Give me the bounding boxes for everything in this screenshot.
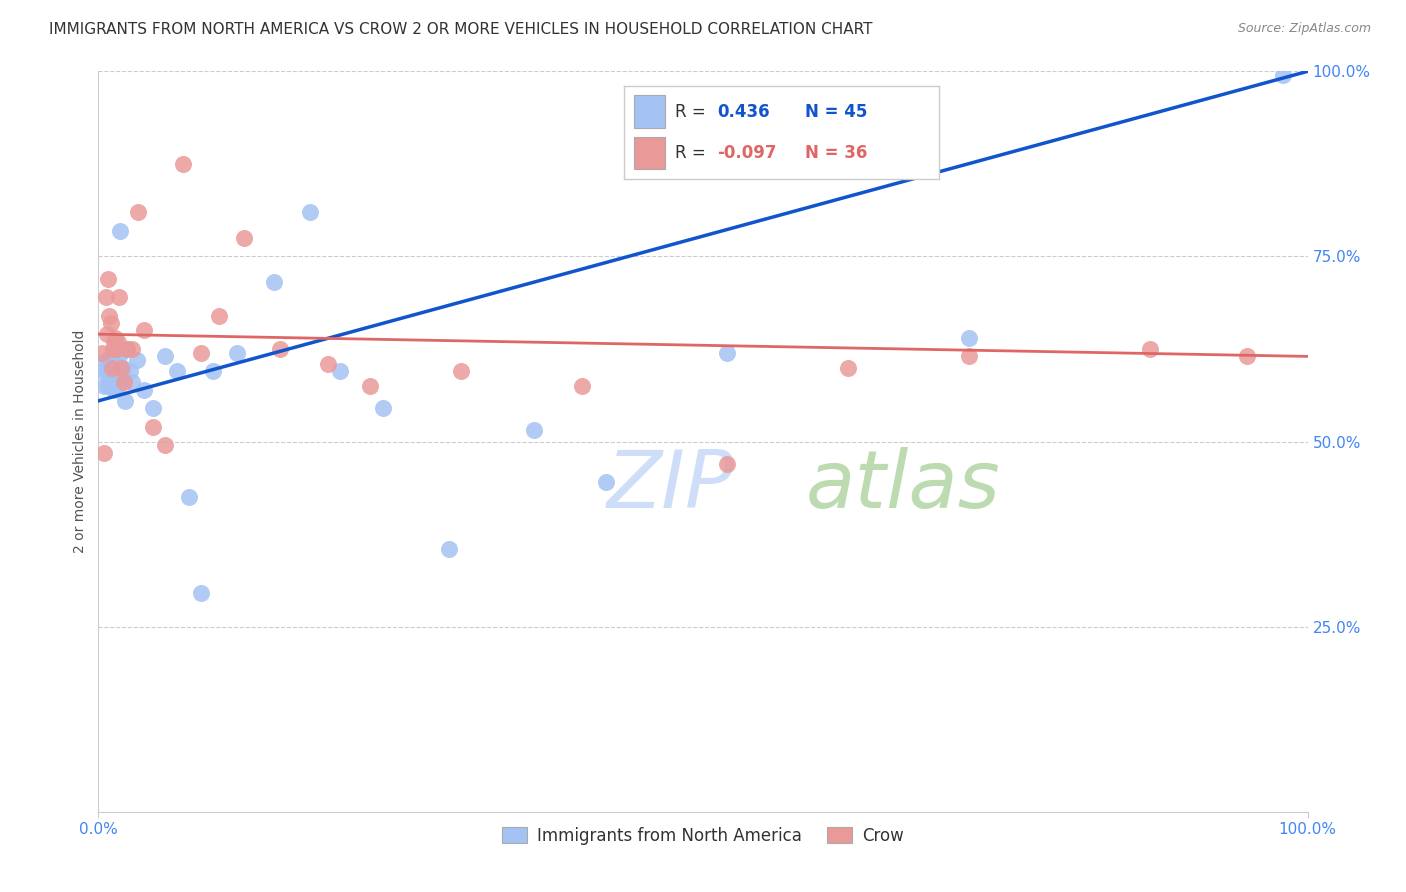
Point [105,342,128,356]
Point [172,157,194,171]
Text: IMMIGRANTS FROM NORTH AMERICA VS CROW 2 OR MORE VEHICLES IN HOUSEHOLD CORRELATIO: IMMIGRANTS FROM NORTH AMERICA VS CROW 2 … [49,22,873,37]
Point [98,309,121,323]
Point [97,357,120,371]
Point [114,393,136,408]
Point [371,401,394,416]
Point [103,383,125,397]
Point [957,350,980,364]
Point [360,379,382,393]
Point [100,371,122,385]
Point [716,345,738,359]
Point [595,475,617,490]
Point [571,379,593,393]
Point [111,360,134,375]
Point [299,205,322,219]
Point [166,364,188,378]
Point [96,364,118,378]
Point [523,424,546,438]
Point [117,342,139,356]
Point [179,490,201,504]
Point [103,360,125,375]
Point [263,276,285,290]
Point [104,364,127,378]
Point [101,364,124,378]
Point [226,345,249,359]
Point [108,350,131,364]
Point [716,457,738,471]
Point [118,364,141,378]
Point [112,376,135,390]
Point [1139,342,1161,356]
Point [103,334,125,349]
Point [153,438,176,452]
Point [93,379,115,393]
Point [121,342,143,356]
Point [91,364,114,378]
Point [837,360,859,375]
Point [117,342,139,356]
Point [105,371,128,385]
Point [190,345,212,359]
Point [1272,68,1295,82]
Point [97,271,120,285]
Point [98,376,121,390]
Point [107,334,129,349]
Point [153,350,176,364]
Point [127,353,149,368]
Point [108,223,131,237]
Point [142,419,165,434]
Point [91,345,114,359]
Point [97,379,120,393]
Point [100,360,122,375]
Point [98,357,121,371]
Point [316,357,339,371]
Point [93,445,115,459]
Point [94,353,117,368]
Point [142,401,165,416]
Text: atlas: atlas [806,447,1001,525]
Point [202,364,225,378]
Point [100,368,122,382]
Point [100,353,122,368]
Point [105,357,128,371]
Point [127,205,149,219]
Point [107,379,129,393]
Text: Source: ZipAtlas.com: Source: ZipAtlas.com [1237,22,1371,36]
Point [134,383,156,397]
Point [104,331,127,345]
Point [101,342,124,356]
Point [134,324,156,338]
Point [121,376,143,390]
Point [957,331,980,345]
Point [437,541,460,556]
Point [108,290,131,304]
Point [1236,350,1258,364]
Point [94,290,117,304]
Point [190,586,212,600]
Point [100,360,122,375]
Point [269,342,291,356]
Text: ZIP: ZIP [606,447,734,525]
Legend: Immigrants from North America, Crow: Immigrants from North America, Crow [495,820,911,852]
Point [450,364,472,378]
Y-axis label: 2 or more Vehicles in Household: 2 or more Vehicles in Household [73,330,87,553]
Point [110,360,132,375]
Point [329,364,352,378]
Point [100,316,122,330]
Point [208,309,231,323]
Point [232,231,254,245]
Point [96,327,118,342]
